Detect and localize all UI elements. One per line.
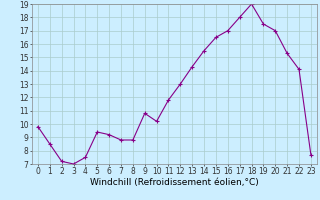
X-axis label: Windchill (Refroidissement éolien,°C): Windchill (Refroidissement éolien,°C) (90, 178, 259, 187)
